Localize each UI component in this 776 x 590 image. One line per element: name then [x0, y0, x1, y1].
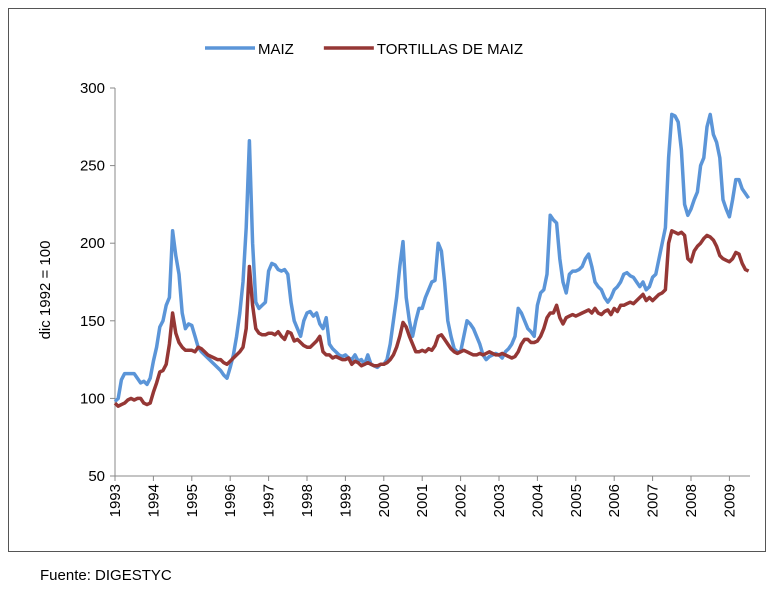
x-tick-label: 2000 [376, 484, 393, 517]
y-axis-label: dic 1992 = 100 [37, 241, 54, 340]
legend-label: MAIZ [258, 41, 294, 58]
chart-frame [8, 8, 766, 552]
series-line [113, 112, 751, 403]
x-tick-label: 2007 [645, 484, 662, 517]
x-tick-label: 2008 [683, 484, 700, 517]
x-tick-label: 2009 [721, 484, 738, 517]
x-tick-label: 2001 [414, 484, 431, 517]
x-tick-label: 1993 [107, 484, 124, 517]
x-tick-label: 1996 [222, 484, 239, 517]
x-tick-label: 1995 [184, 484, 201, 517]
y-tick-label: 300 [80, 80, 105, 97]
y-tick-label: 100 [80, 390, 105, 407]
x-tick-label: 1994 [145, 484, 162, 517]
x-tick-label: 2004 [529, 484, 546, 517]
y-tick-label: 150 [80, 313, 105, 330]
legend-label: TORTILLAS DE MAIZ [377, 41, 523, 58]
series-line [113, 229, 750, 408]
y-tick-label: 50 [88, 468, 105, 485]
source-note: Fuente: DIGESTYC [40, 567, 172, 584]
x-tick-label: 2003 [491, 484, 508, 517]
x-tick-label: 1998 [299, 484, 316, 517]
x-tick-label: 1997 [261, 484, 278, 517]
y-tick-label: 200 [80, 235, 105, 252]
x-tick-label: 1999 [337, 484, 354, 517]
x-tick-label: 2006 [606, 484, 623, 517]
x-tick-label: 2002 [453, 484, 470, 517]
x-tick-label: 2005 [568, 484, 585, 517]
y-tick-label: 250 [80, 158, 105, 175]
